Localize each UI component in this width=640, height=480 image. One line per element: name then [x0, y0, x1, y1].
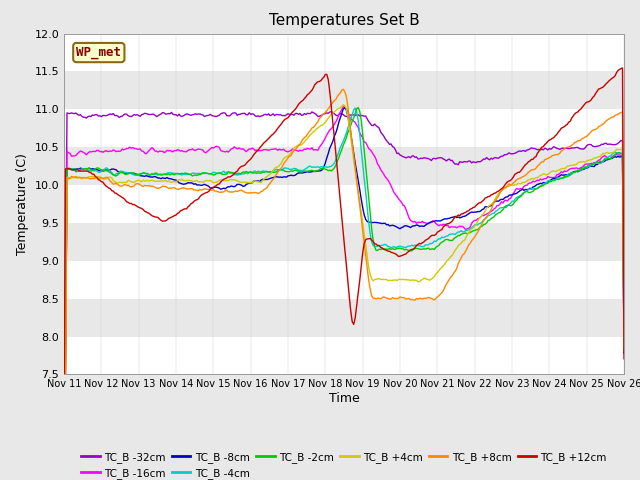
TC_B +12cm — [60, 424, 68, 430]
TC_B -16cm — [620, 349, 628, 355]
TC_B +12cm — [620, 356, 628, 361]
TC_B +12cm — [619, 65, 627, 71]
TC_B +12cm — [611, 73, 619, 79]
TC_B +8cm — [372, 296, 380, 301]
TC_B +4cm — [372, 276, 380, 282]
TC_B +8cm — [612, 112, 620, 118]
TC_B -4cm — [186, 172, 193, 178]
TC_B +4cm — [423, 276, 431, 282]
TC_B +8cm — [620, 316, 628, 322]
Line: TC_B +12cm: TC_B +12cm — [64, 68, 624, 427]
TC_B -2cm — [283, 168, 291, 174]
Bar — [64, 261, 624, 299]
TC_B -2cm — [620, 348, 628, 354]
TC_B -8cm — [612, 154, 620, 160]
TC_B -16cm — [372, 156, 380, 162]
TC_B -2cm — [186, 171, 193, 177]
TC_B +4cm — [612, 146, 620, 152]
TC_B +12cm — [186, 203, 193, 208]
TC_B -16cm — [339, 104, 347, 109]
TC_B -32cm — [186, 112, 193, 118]
TC_B -4cm — [283, 166, 291, 171]
TC_B -4cm — [351, 105, 359, 111]
Line: TC_B -16cm: TC_B -16cm — [64, 107, 624, 480]
Line: TC_B -8cm: TC_B -8cm — [64, 108, 624, 480]
TC_B +4cm — [283, 154, 291, 159]
TC_B +4cm — [339, 102, 347, 108]
TC_B -8cm — [372, 220, 380, 226]
TC_B -2cm — [372, 248, 380, 253]
TC_B -32cm — [612, 142, 620, 147]
Bar — [64, 336, 624, 374]
Bar — [64, 109, 624, 147]
TC_B +8cm — [339, 86, 347, 92]
TC_B +4cm — [186, 178, 193, 183]
TC_B -4cm — [423, 242, 431, 248]
TC_B -8cm — [577, 168, 584, 173]
TC_B -2cm — [423, 246, 431, 252]
TC_B -8cm — [341, 105, 349, 111]
TC_B -2cm — [612, 151, 620, 156]
TC_B -16cm — [612, 152, 620, 157]
Legend: TC_B -32cm, TC_B -16cm, TC_B -8cm, TC_B -4cm, TC_B -2cm, TC_B +4cm, TC_B +8cm, T: TC_B -32cm, TC_B -16cm, TC_B -8cm, TC_B … — [77, 448, 611, 480]
TC_B -8cm — [283, 174, 291, 180]
TC_B -4cm — [620, 348, 628, 353]
TC_B -16cm — [423, 221, 431, 227]
TC_B -16cm — [283, 148, 291, 154]
TC_B -32cm — [328, 109, 335, 115]
TC_B -32cm — [283, 112, 291, 118]
Line: TC_B -32cm: TC_B -32cm — [64, 112, 624, 480]
TC_B +4cm — [620, 344, 628, 350]
TC_B -2cm — [355, 105, 362, 110]
TC_B +12cm — [283, 116, 291, 121]
TC_B +8cm — [283, 157, 291, 163]
TC_B -32cm — [423, 156, 431, 161]
Bar — [64, 34, 624, 72]
TC_B +12cm — [371, 241, 378, 247]
Title: Temperatures Set B: Temperatures Set B — [269, 13, 419, 28]
TC_B -8cm — [186, 180, 193, 186]
TC_B -16cm — [186, 147, 193, 153]
TC_B -2cm — [577, 166, 584, 171]
Line: TC_B -2cm: TC_B -2cm — [64, 108, 624, 480]
Bar — [64, 185, 624, 223]
TC_B -4cm — [612, 150, 620, 156]
Line: TC_B +4cm: TC_B +4cm — [64, 105, 624, 480]
TC_B -32cm — [577, 146, 584, 152]
TC_B -4cm — [577, 167, 584, 173]
Line: TC_B -4cm: TC_B -4cm — [64, 108, 624, 480]
TC_B -32cm — [620, 339, 628, 345]
Line: TC_B +8cm: TC_B +8cm — [64, 89, 624, 480]
TC_B +12cm — [575, 108, 583, 113]
TC_B -8cm — [620, 350, 628, 356]
TC_B -8cm — [423, 221, 431, 227]
TC_B +8cm — [186, 186, 193, 192]
Y-axis label: Temperature (C): Temperature (C) — [16, 153, 29, 255]
TC_B +4cm — [577, 159, 584, 165]
TC_B -16cm — [577, 165, 584, 170]
TC_B +12cm — [422, 238, 429, 243]
TC_B -32cm — [372, 123, 380, 129]
X-axis label: Time: Time — [328, 392, 360, 405]
TC_B +8cm — [423, 295, 431, 301]
TC_B +8cm — [577, 137, 584, 143]
Text: WP_met: WP_met — [76, 46, 122, 59]
TC_B -4cm — [372, 243, 380, 249]
